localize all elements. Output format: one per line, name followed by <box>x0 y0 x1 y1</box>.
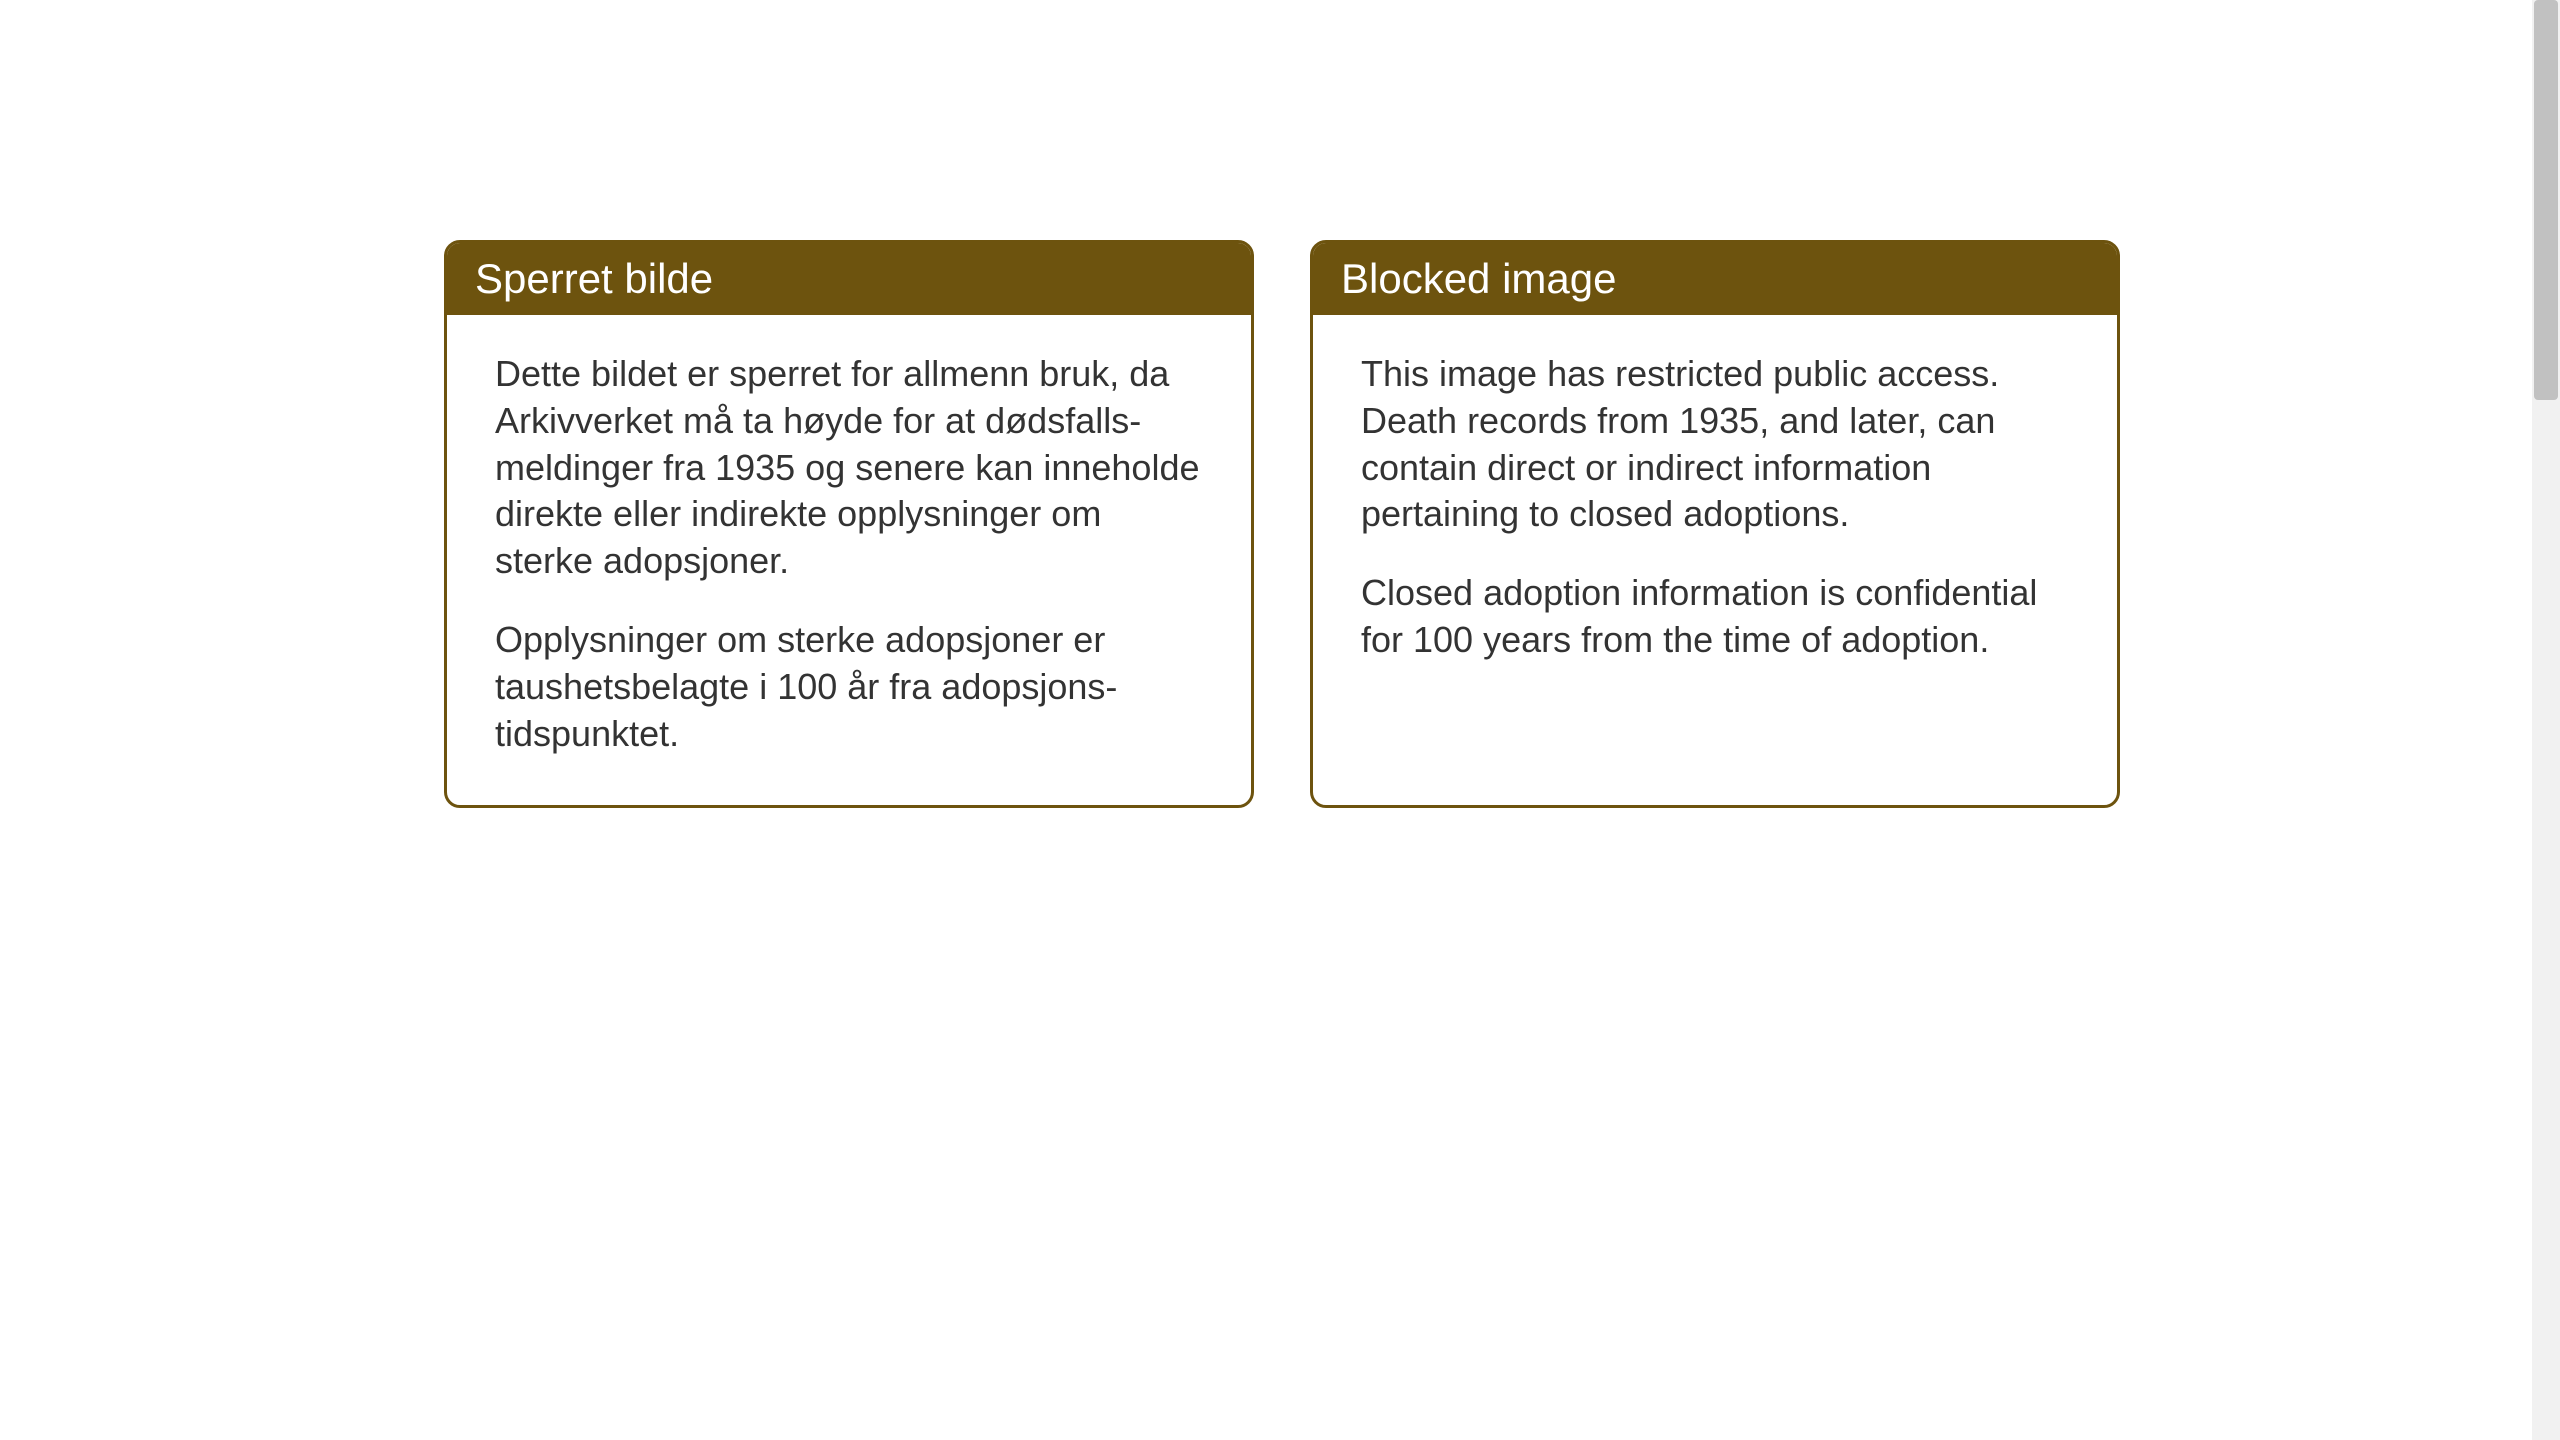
norwegian-paragraph-2: Opplysninger om sterke adopsjoner er tau… <box>495 617 1203 757</box>
norwegian-card-body: Dette bildet er sperret for allmenn bruk… <box>447 315 1251 805</box>
english-card-body: This image has restricted public access.… <box>1313 315 2117 712</box>
notice-cards-container: Sperret bilde Dette bildet er sperret fo… <box>444 240 2120 808</box>
norwegian-notice-card: Sperret bilde Dette bildet er sperret fo… <box>444 240 1254 808</box>
norwegian-paragraph-1: Dette bildet er sperret for allmenn bruk… <box>495 351 1203 585</box>
english-paragraph-1: This image has restricted public access.… <box>1361 351 2069 538</box>
english-paragraph-2: Closed adoption information is confident… <box>1361 570 2069 664</box>
english-card-title: Blocked image <box>1313 243 2117 315</box>
english-notice-card: Blocked image This image has restricted … <box>1310 240 2120 808</box>
scrollbar-thumb[interactable] <box>2534 0 2558 400</box>
vertical-scrollbar[interactable] <box>2532 0 2560 1440</box>
norwegian-card-title: Sperret bilde <box>447 243 1251 315</box>
